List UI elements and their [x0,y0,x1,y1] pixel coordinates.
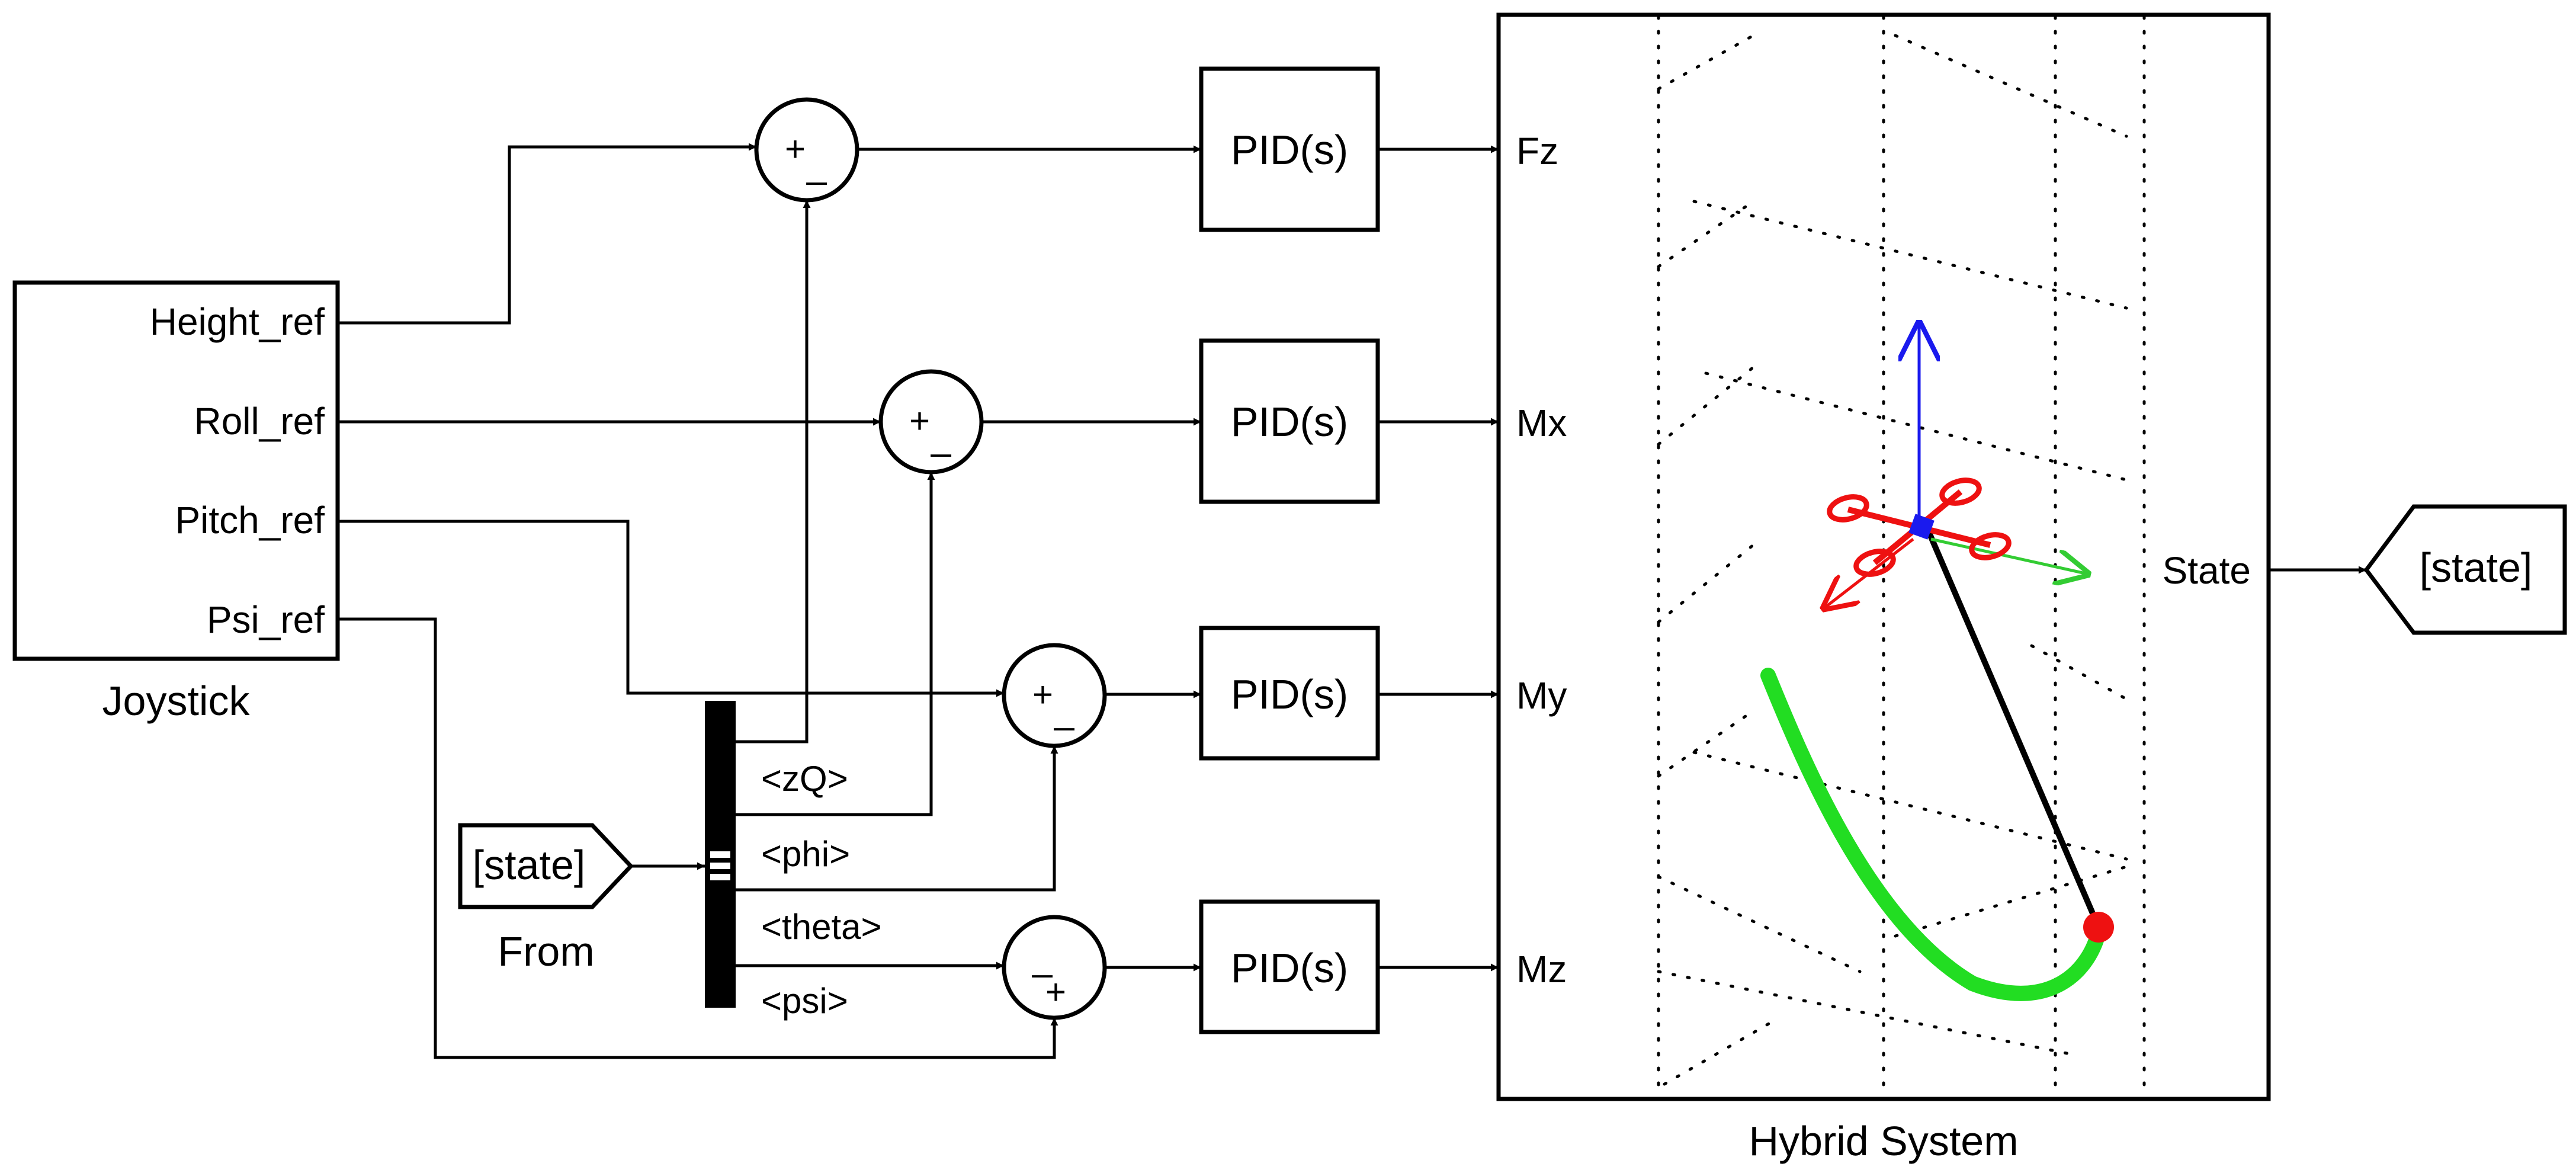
wire-height-ref [338,143,756,325]
bus-signal-zq: <zQ> [761,759,848,799]
joystick-port-psi: Psi_ref [207,598,325,641]
sum-sign-bottom: + [1045,972,1066,1012]
payload-dot [2083,912,2114,943]
pid-box[interactable] [1199,66,1380,232]
tether-line [1924,526,2102,928]
bus-port-mark [709,873,732,882]
sum-sign-top: + [785,129,806,169]
rotor-icon [1853,549,1896,577]
wire-psi-ref [338,617,1058,1059]
joystick-box[interactable] [12,280,340,661]
bus-port-mark [709,861,732,870]
trajectory-curve [1760,668,2107,1001]
from-label: From [498,928,594,975]
plant-input-mx: Mx [1516,402,1567,444]
sum-block-height[interactable]: + _ [754,97,859,203]
from-block[interactable]: [state] From [458,823,634,975]
bus-signal-psi: <psi> [761,981,848,1021]
sum-block-yaw[interactable]: _ + [1002,915,1107,1020]
wire-phi [736,472,935,816]
joystick-port-roll: Roll_ref [194,400,325,443]
plant-input-fz: Fz [1516,130,1558,172]
quadrotor-3d-icon [1657,15,2146,1092]
bus-signal-phi: <phi> [761,834,850,874]
goto-block[interactable]: [state] [2363,504,2567,635]
sum-sign-top: + [1032,675,1053,714]
wire-zq [736,200,811,743]
sum-sign-bottom: _ [931,418,952,457]
pid-label: PID(s) [1231,127,1348,173]
grid-lines [1657,15,2146,1092]
pid-label: PID(s) [1231,399,1348,445]
wire-pitch-ref [338,520,1004,697]
bus-port-mark [709,850,732,859]
pid-label: PID(s) [1231,945,1348,991]
body-center [1908,514,1935,540]
plant-output-state: State [2163,549,2251,592]
rotor-icon [1969,532,2012,560]
bus-signal-theta: <theta> [761,907,882,947]
plant-input-mz: Mz [1516,948,1567,991]
sum-sign-top: _ [1032,938,1053,978]
joystick-port-height: Height_ref [150,300,325,343]
plant-input-my: My [1516,674,1567,717]
joystick-block[interactable]: Height_ref Roll_ref Pitch_ref Psi_ref Jo… [12,280,340,724]
hybrid-system-block[interactable]: Fz Mx My Mz State Hybrid System [1496,12,2271,1164]
from-tag-text: [state] [473,842,586,888]
signal-lines [338,143,2366,1059]
joystick-port-pitch: Pitch_ref [175,499,325,541]
pid-box[interactable] [1199,338,1380,504]
sum-block-roll[interactable]: + _ [878,369,984,475]
goto-tag-text: [state] [2420,544,2533,591]
joystick-label: Joystick [102,678,251,724]
quadrotor-frame [1827,477,2012,577]
pid-block-height[interactable]: PID(s) [1199,66,1380,232]
sum-sign-bottom: _ [1054,691,1075,731]
pid-box[interactable] [1199,626,1380,761]
pid-block-yaw[interactable]: PID(s) [1199,899,1380,1034]
sum-block-pitch[interactable]: + _ [1002,643,1107,748]
pid-label: PID(s) [1231,671,1348,717]
y-axis-arrow [1930,537,2091,575]
hybrid-system-label: Hybrid System [1749,1118,2018,1164]
goto-tag-shape[interactable] [2363,504,2567,635]
sum-sign-bottom: _ [806,146,827,185]
sum-sign-top: + [909,401,930,441]
pid-block-pitch[interactable]: PID(s) [1199,626,1380,761]
rotor-icon [1827,494,1869,523]
wire-theta [736,746,1058,892]
from-tag-shape[interactable] [458,823,634,909]
pid-block-roll[interactable]: PID(s) [1199,338,1380,504]
bus-selector[interactable]: <zQ> <phi> <theta> <psi> [705,701,882,1021]
rotor-icon [1939,477,1982,506]
